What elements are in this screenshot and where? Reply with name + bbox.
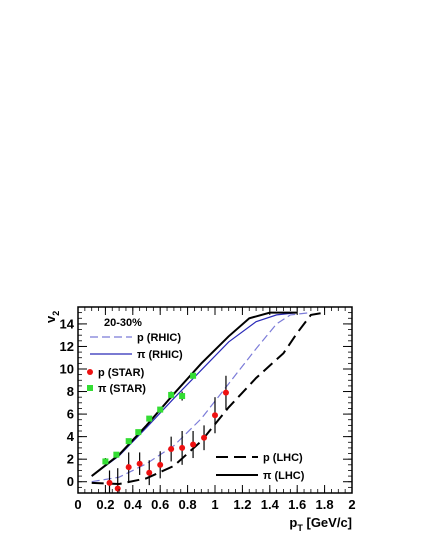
p-star-point-6 [168, 446, 175, 453]
pi-star-point-0 [102, 458, 109, 465]
pi-star-point-1 [113, 451, 120, 458]
y-tick-label-3: 6 [67, 407, 74, 422]
legend-label-upper-0: p (RHIC) [137, 332, 181, 344]
y-tick-label-0: 0 [67, 474, 74, 489]
pi-star-point-8 [190, 372, 197, 379]
p-star-point-8 [190, 441, 197, 448]
x-tick-label-10: 2 [348, 497, 355, 512]
p-star-point-4 [146, 469, 153, 476]
centrality-annotation: 20-30% [104, 317, 142, 329]
series-line-pi-lhc [91, 311, 298, 477]
p-star-point-3 [136, 460, 143, 467]
legend: p (RHIC) π (RHIC) p (STAR) π (STAR) p (LHC) π… [87, 332, 305, 482]
data-markers [102, 372, 229, 493]
p-star-point-9 [201, 434, 208, 441]
x-tick-label-7: 1.4 [261, 497, 280, 512]
pi-star-point-4 [146, 415, 153, 422]
y-tick-label-6: 12 [60, 339, 74, 354]
x-tick-label-6: 1.2 [233, 497, 251, 512]
legend-label-upper-2: p (STAR) [98, 367, 145, 379]
y-tick-label-2: 4 [67, 429, 75, 444]
p-star-point-1 [114, 485, 121, 492]
legend-swatch-upper-2 [87, 369, 93, 375]
pi-star-point-5 [157, 406, 164, 413]
legend-label-upper-3: π (STAR) [98, 383, 146, 395]
x-tick-label-5: 1 [211, 497, 218, 512]
legend-label-lower-1: π (LHC) [263, 470, 305, 482]
x-tick-label-8: 1.6 [288, 497, 306, 512]
p-star-point-11 [222, 389, 229, 396]
p-star-point-2 [125, 464, 132, 471]
x-axis-label: pT [GeV/c] [289, 515, 352, 533]
pi-star-point-6 [168, 391, 175, 398]
pi-star-point-3 [135, 429, 142, 436]
y-tick-label-4: 8 [67, 384, 74, 399]
x-tick-label-4: 0.8 [179, 497, 197, 512]
p-star-point-7 [179, 444, 186, 451]
series-line-p-lhc [91, 311, 325, 486]
y-tick-label-1: 2 [67, 452, 74, 467]
pi-star-point-2 [125, 438, 132, 445]
legend-label-upper-1: π (RHIC) [137, 349, 183, 361]
y-tick-label-7: 14 [60, 316, 75, 331]
p-star-point-5 [157, 461, 164, 468]
p-star-point-0 [106, 479, 113, 486]
x-tick-label-2: 0.4 [124, 497, 143, 512]
series-line-pi-rhic [91, 312, 298, 477]
legend-swatch-upper-3 [87, 385, 93, 391]
x-tick-label-3: 0.6 [151, 497, 169, 512]
axes: 0 0.2 0.4 0.6 0.8 1 1.2 1.4 1.6 1.8 2 0 2 4 6 8 10 12 14 pT… [43, 306, 356, 533]
y-axis-label: v2 [43, 311, 61, 323]
p-star-point-10 [212, 412, 218, 419]
x-tick-label-1: 0.2 [96, 497, 114, 512]
pi-star-point-7 [179, 393, 186, 400]
x-tick-label-0: 0 [74, 497, 81, 512]
x-tick-label-9: 1.8 [316, 497, 334, 512]
legend-label-lower-0: p (LHC) [263, 452, 303, 464]
y-tick-label-5: 10 [60, 362, 74, 377]
